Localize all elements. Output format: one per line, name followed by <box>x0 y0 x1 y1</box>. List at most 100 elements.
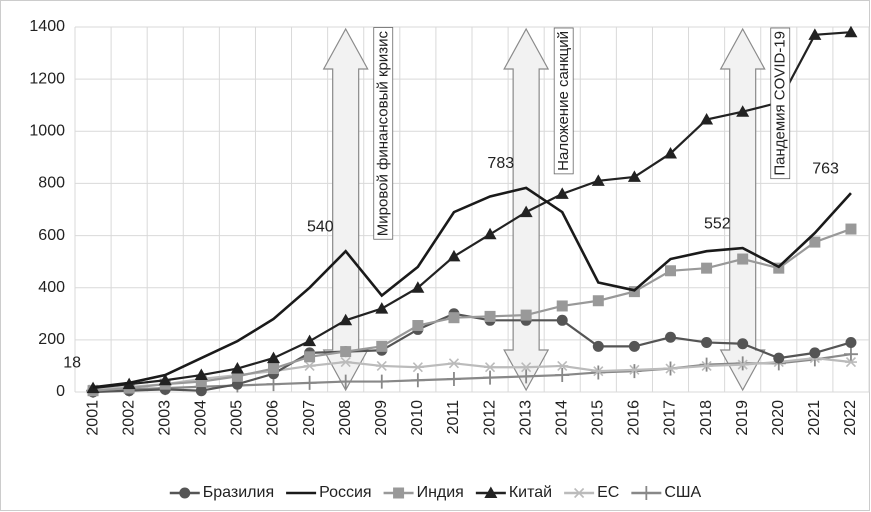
x-tick-label: 2021 <box>806 400 823 436</box>
marker <box>410 373 425 388</box>
x-tick-label: 2019 <box>734 400 751 436</box>
marker <box>447 249 461 262</box>
legend-marker <box>573 487 586 499</box>
marker <box>520 362 533 373</box>
marker <box>304 351 316 363</box>
x-tick-label: 2006 <box>265 400 282 436</box>
y-tick-label: 600 <box>38 227 65 244</box>
marker <box>484 310 496 322</box>
annotation: Мировой финансовый кризис <box>373 27 394 240</box>
marker <box>809 347 821 359</box>
annotation: Пандемия COVID-19 <box>770 27 791 180</box>
marker <box>195 385 207 397</box>
x-tick-label: 2015 <box>590 400 607 436</box>
marker <box>844 25 858 38</box>
series-line <box>92 186 852 389</box>
marker <box>665 331 676 343</box>
marker <box>86 381 100 394</box>
marker <box>268 363 279 375</box>
x-tick-label: 2010 <box>409 400 426 436</box>
marker <box>338 374 353 389</box>
marker <box>483 370 498 385</box>
marker <box>267 351 280 364</box>
y-tick-label: 400 <box>38 279 65 296</box>
marker <box>627 364 642 379</box>
marker <box>519 369 534 384</box>
marker <box>376 340 388 352</box>
marker <box>339 356 352 368</box>
marker <box>303 360 316 371</box>
marker <box>845 223 857 235</box>
marker <box>628 340 640 352</box>
x-tick-label: 2014 <box>553 400 570 436</box>
marker <box>374 374 389 389</box>
data-label: 18 <box>63 355 81 372</box>
marker <box>340 346 352 358</box>
annotation-bg <box>553 27 574 175</box>
legend-label: Россия <box>319 484 371 501</box>
marker <box>699 357 714 372</box>
y-tick-label: 1200 <box>29 70 65 87</box>
annotation-arrow <box>719 27 766 392</box>
marker <box>339 313 353 326</box>
marker <box>519 205 533 218</box>
marker <box>701 336 713 348</box>
data-label: 540 <box>307 218 334 235</box>
marker <box>627 170 641 182</box>
marker <box>664 363 677 374</box>
marker <box>809 236 821 248</box>
annotation-arrow <box>322 27 369 392</box>
x-tick-label: 2008 <box>337 400 354 436</box>
x-tick-label: 2004 <box>193 400 210 436</box>
y-tick-label: 200 <box>38 331 65 348</box>
x-tick-label: 2003 <box>156 400 173 436</box>
marker <box>737 338 749 350</box>
marker <box>448 312 460 324</box>
y-tick-label: 800 <box>38 175 65 192</box>
y-tick-label: 1400 <box>29 18 65 35</box>
marker <box>303 334 317 347</box>
marker <box>700 360 713 371</box>
marker <box>628 364 641 375</box>
marker <box>773 352 785 364</box>
x-tick-label: 2005 <box>229 400 246 436</box>
marker <box>556 314 568 326</box>
legend-marker <box>393 487 405 499</box>
marker <box>736 359 749 370</box>
marker <box>302 375 317 390</box>
marker <box>266 377 281 392</box>
x-tick-label: 2009 <box>373 400 390 436</box>
marker <box>195 376 207 388</box>
x-tick-label: 2017 <box>662 400 679 436</box>
legend-marker <box>179 487 191 499</box>
marker <box>664 146 677 159</box>
marker <box>592 366 605 377</box>
legend-label: США <box>664 484 701 501</box>
y-tick-label: 1000 <box>29 123 65 140</box>
marker <box>701 262 713 274</box>
marker <box>447 358 460 369</box>
x-tick-label: 2018 <box>698 400 715 436</box>
x-tick-label: 2013 <box>517 400 534 436</box>
data-label: 783 <box>487 155 514 172</box>
series-line <box>93 353 852 392</box>
x-tick-label: 2020 <box>770 400 787 436</box>
marker <box>556 300 568 312</box>
marker <box>556 360 569 371</box>
annotation-text: Мировой финансовый кризис <box>375 31 392 237</box>
marker <box>520 309 532 321</box>
marker <box>158 373 172 386</box>
x-tick-label: 2012 <box>481 400 498 436</box>
x-tick-label: 2022 <box>842 400 859 436</box>
marker <box>231 370 243 382</box>
legend-label: Бразилия <box>203 484 274 501</box>
marker <box>484 362 497 373</box>
legend-label: ЕС <box>597 484 619 501</box>
marker <box>845 336 857 348</box>
marker <box>446 371 461 386</box>
x-tick-label: 2016 <box>626 400 643 436</box>
marker <box>411 281 425 293</box>
marker <box>736 105 750 117</box>
marker <box>412 320 424 332</box>
